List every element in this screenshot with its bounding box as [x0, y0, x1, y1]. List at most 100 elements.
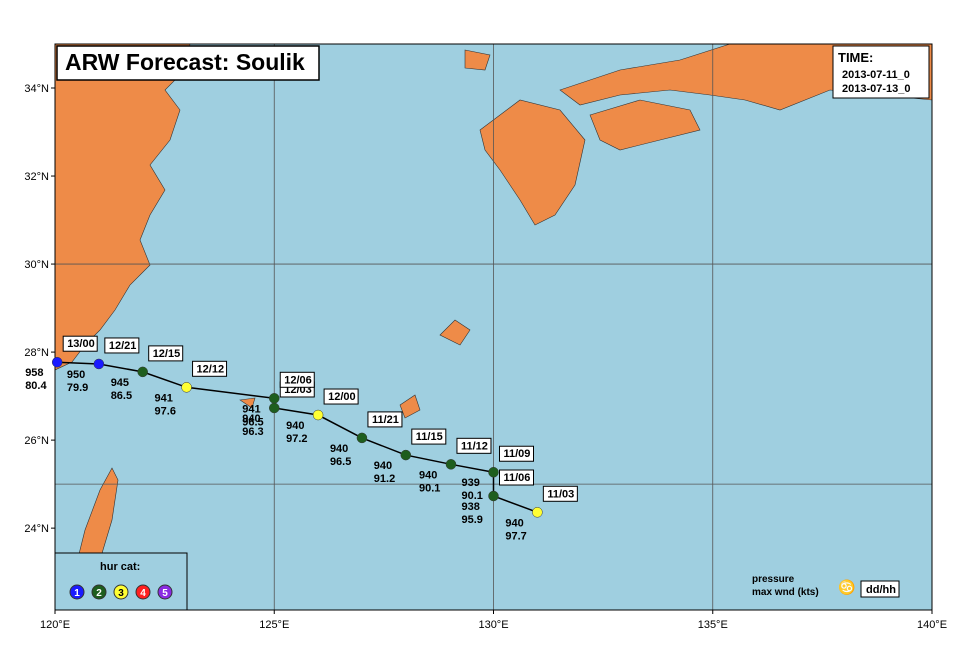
- time-label: TIME:: [838, 50, 873, 65]
- wind-label: 96.3: [242, 426, 263, 438]
- legend-label: 5: [162, 588, 168, 599]
- time-label-box: [456, 437, 492, 454]
- time-label: 11/06: [504, 472, 531, 484]
- island: [464, 49, 491, 71]
- pressure-label: 940: [330, 443, 348, 455]
- y-tick-label: 26°N: [24, 435, 49, 447]
- key-time-box: [860, 580, 900, 598]
- storm-position: [532, 507, 543, 518]
- pressure-label: 938: [462, 501, 480, 513]
- time-label-box: [367, 411, 403, 428]
- time-label: 12/00: [328, 391, 356, 403]
- storm-position: [445, 459, 457, 470]
- x-tick-label: 120°E: [40, 619, 70, 631]
- time-label-box: [542, 485, 578, 502]
- time-label: 11/09: [504, 448, 531, 460]
- storm-position: [93, 358, 105, 370]
- time-start: 2013-07-11_0: [842, 69, 910, 81]
- pressure-label: 945: [111, 377, 129, 389]
- wind-label: 97.2: [286, 433, 307, 445]
- storm-position: [137, 366, 148, 378]
- wind-label: 79.9: [67, 382, 88, 394]
- legend-swatch: [135, 584, 151, 600]
- time-end: 2013-07-13_0: [842, 83, 911, 95]
- wind-label: 90.1: [419, 482, 440, 494]
- legend-box: [54, 552, 188, 611]
- time-label: 12/15: [153, 348, 181, 360]
- time-label: 11/15: [416, 431, 443, 443]
- time-label-box: [499, 445, 534, 462]
- legend-swatch: [113, 584, 129, 600]
- time-label-box: [148, 345, 184, 362]
- y-tick-label: 24°N: [24, 523, 49, 535]
- wind-label: 96.5: [242, 416, 263, 428]
- legend-label: 3: [118, 588, 124, 599]
- legend-label: 1: [74, 588, 80, 599]
- pressure-label: 941: [155, 392, 173, 404]
- legend-label: 4: [140, 588, 146, 599]
- x-tick-label: 135°E: [698, 619, 728, 631]
- key-pressure: pressure: [752, 574, 795, 585]
- island: [239, 397, 256, 409]
- wind-label: 97.7: [505, 530, 526, 542]
- key-time: dd/hh: [866, 584, 896, 596]
- time-box: [832, 45, 930, 99]
- wind-label: 86.5: [111, 390, 132, 402]
- x-tick-label: 125°E: [259, 619, 289, 631]
- pressure-label: 940: [505, 517, 523, 529]
- kyushu: [479, 99, 586, 226]
- storm-position: [51, 356, 63, 368]
- wind-label: 91.2: [374, 473, 395, 485]
- pressure-label: 940: [419, 469, 437, 481]
- title: ARW Forecast: Soulik: [65, 49, 305, 75]
- time-label-box: [499, 469, 534, 486]
- key-wind: max wnd (kts): [752, 587, 819, 598]
- pressure-label: 940: [286, 420, 304, 432]
- pressure-label: 940: [374, 460, 392, 472]
- wind-label: 80.4: [25, 380, 47, 392]
- storm-position: [488, 490, 499, 502]
- y-tick-label: 28°N: [24, 347, 49, 359]
- x-tick-label: 130°E: [478, 619, 508, 631]
- storm-position: [488, 466, 499, 478]
- time-label: 13/00: [67, 338, 95, 350]
- storm-position: [269, 402, 280, 414]
- time-label-box: [411, 428, 447, 445]
- time-label: 12/12: [197, 363, 225, 375]
- wind-label: 90.1: [462, 490, 483, 502]
- pressure-label: 950: [67, 369, 85, 381]
- y-tick-label: 34°N: [24, 83, 49, 95]
- storm-position: [312, 409, 324, 421]
- pressure-label: 941: [242, 403, 260, 415]
- time-label-box: [62, 335, 98, 352]
- island: [439, 319, 471, 346]
- time-label: 12/21: [109, 340, 137, 352]
- time-label-box: [104, 337, 140, 354]
- y-tick-label: 32°N: [24, 171, 49, 183]
- wind-label: 97.6: [155, 405, 176, 417]
- legend-title: hur cat:: [100, 561, 140, 573]
- key-symbol: ♋: [838, 579, 855, 596]
- time-label-box: [279, 371, 315, 388]
- wind-label: 95.9: [462, 514, 483, 526]
- title-box: [56, 45, 320, 81]
- legend-label: 2: [96, 588, 102, 599]
- time-label-box: [192, 360, 228, 377]
- storm-position: [269, 393, 280, 404]
- time-label: 12/06: [284, 374, 312, 386]
- legend-swatch: [91, 584, 107, 600]
- time-label-box: [323, 388, 359, 405]
- legend-swatch: [69, 584, 85, 600]
- wind-label: 96.5: [330, 456, 351, 468]
- pressure-label: 940: [242, 413, 260, 425]
- storm-position: [356, 432, 368, 444]
- x-tick-label: 140°E: [917, 619, 947, 631]
- storm-position: [400, 449, 412, 461]
- y-tick-label: 30°N: [24, 259, 49, 271]
- time-label: 11/03: [547, 488, 574, 500]
- pressure-label: 939: [462, 477, 480, 489]
- time-label: 11/12: [461, 440, 488, 452]
- shikoku: [589, 99, 701, 151]
- legend-swatch: [157, 584, 173, 600]
